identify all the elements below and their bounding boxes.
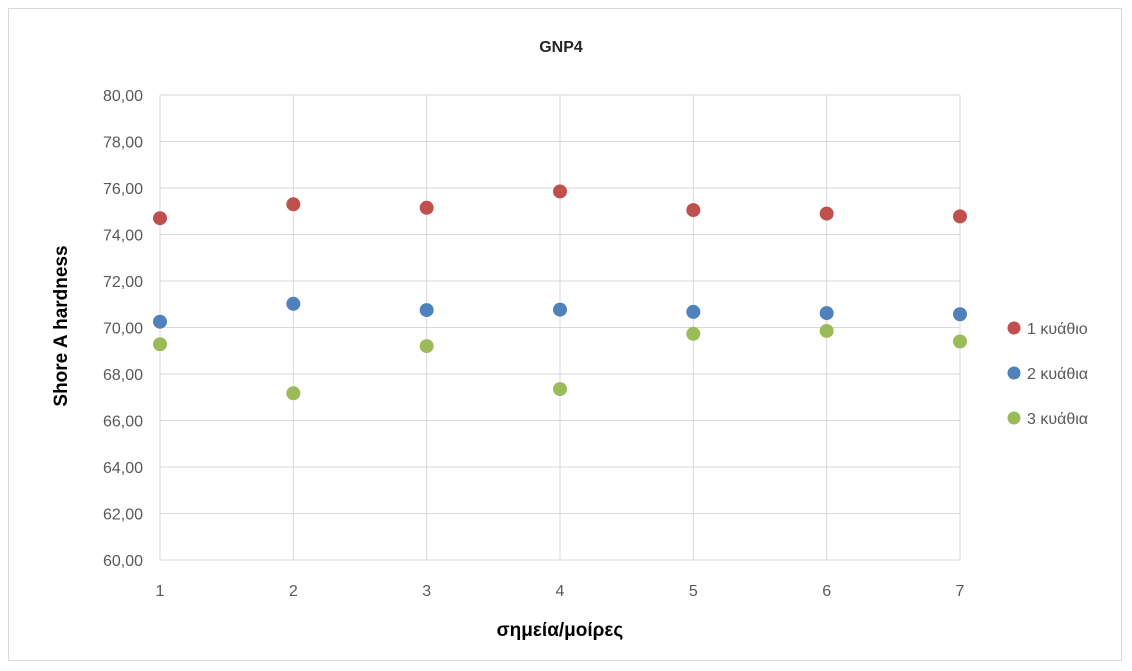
legend-label: 1 κυάθιο [1027,321,1088,338]
y-tick-label: 78,00 [103,135,143,152]
legend-label: 2 κυάθια [1027,366,1088,383]
data-point-series-3 [686,326,701,341]
data-point-series-2 [286,296,301,311]
data-point-series-3 [953,334,967,349]
data-point-series-3 [819,323,834,338]
data-points [153,184,967,401]
data-point-series-2 [419,303,434,318]
tick-labels: 60,00 62,00 64,00 66,00 68,00 70,00 72,00 74,00… [103,88,965,600]
x-tick-label: 1 [156,583,165,600]
chart-frame [8,8,1122,661]
data-point-series-2 [819,306,834,321]
y-tick-label: 68,00 [103,367,143,384]
x-axis-title: σημεία/μοίρες [497,620,624,641]
x-tick-label: 3 [422,583,431,600]
data-point-series-2 [553,302,567,317]
y-tick-label: 60,00 [103,553,143,570]
data-point-series-1 [153,211,167,226]
y-tick-label: 80,00 [103,88,143,105]
x-tick-label: 7 [956,583,965,600]
legend: 1 κυάθιο 2 κυάθια 3 κυάθια [1007,321,1088,428]
y-tick-label: 66,00 [103,414,143,431]
y-tick-label: 72,00 [103,274,143,291]
x-tick-label: 4 [556,583,565,600]
data-point-series-3 [419,339,434,354]
y-tick-label: 70,00 [103,321,143,338]
data-point-series-2 [153,314,167,329]
legend-marker [1007,411,1021,425]
data-point-series-1 [953,209,967,224]
y-tick-label: 76,00 [103,181,143,198]
data-point-series-2 [686,304,701,319]
y-tick-label: 62,00 [103,507,143,524]
data-point-series-1 [286,197,301,212]
x-tick-label: 2 [289,583,298,600]
data-point-series-3 [153,337,167,352]
data-point-series-1 [553,184,567,199]
data-point-series-1 [686,203,701,218]
chart-title: GNP4 [539,39,583,56]
legend-marker [1007,321,1021,335]
legend-label: 3 κυάθια [1027,411,1088,428]
data-point-series-1 [819,206,834,221]
y-tick-label: 64,00 [103,460,143,477]
grid [159,94,961,561]
x-tick-label: 6 [822,583,831,600]
y-axis-title: Shore A hardness [51,245,72,406]
data-point-series-2 [953,307,967,322]
data-point-series-3 [553,382,567,397]
data-point-series-1 [419,200,434,215]
y-tick-label: 74,00 [103,228,143,245]
legend-marker [1007,366,1021,380]
data-point-series-3 [286,386,301,401]
x-tick-label: 5 [689,583,698,600]
